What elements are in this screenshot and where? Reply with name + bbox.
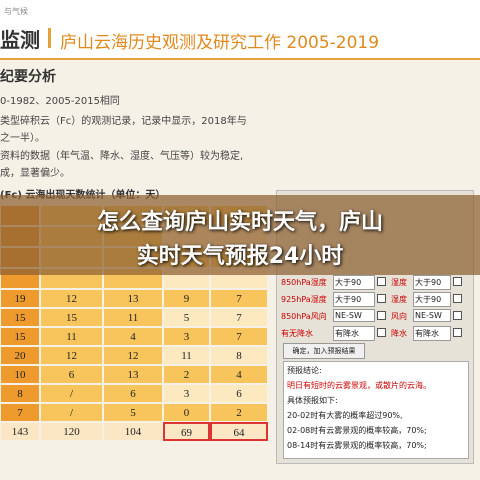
table-cell: 0 — [163, 403, 210, 422]
checkbox — [377, 277, 386, 286]
table-cell: 69 — [163, 422, 210, 441]
checkbox — [377, 311, 386, 320]
table-cell: 3 — [163, 384, 210, 403]
table-cell: 11 — [103, 308, 163, 327]
table-cell: 8 — [210, 346, 268, 365]
page-title: 庐山云海历史观测及研究工作 2005-2019 — [60, 33, 380, 53]
param-label: 850hPa湿度 — [281, 278, 327, 287]
table-cell: / — [40, 384, 103, 403]
button[interactable]: 确定，加入预报结果 — [283, 343, 365, 359]
checkbox — [377, 294, 386, 303]
table-cell: 9 — [163, 289, 210, 308]
table-cell: 7 — [0, 403, 40, 422]
table-cell: 5 — [103, 403, 163, 422]
table-cell: 6 — [40, 365, 103, 384]
result-box — [283, 361, 469, 459]
section-heading: 纪要分析 — [0, 69, 56, 85]
checkbox — [453, 328, 462, 337]
table-cell: 15 — [0, 327, 40, 346]
table-cell: 7 — [210, 289, 268, 308]
text-line: 0-1982、2005-2015相同 — [0, 96, 120, 107]
param-label: 风向 — [391, 312, 407, 321]
param-value: 大于90 — [413, 275, 451, 290]
table-cell: 15 — [0, 308, 40, 327]
param-value: NE-SW — [333, 309, 375, 322]
table-cell: 13 — [103, 289, 163, 308]
param-label: 有无降水 — [281, 329, 313, 338]
site-name: 与气候 — [4, 7, 28, 16]
param-label: 925hPa湿度 — [281, 295, 327, 304]
param-value: NE-SW — [413, 309, 451, 322]
banner — [0, 195, 480, 275]
text-line: 成，显著偏少。 — [0, 168, 70, 179]
banner-line: 实时天气预报24小时 — [136, 244, 344, 269]
result-line: 具体预报如下: — [287, 396, 338, 405]
table-cell: 7 — [210, 308, 268, 327]
logo-text: 监测 — [0, 28, 40, 52]
table-cell: 11 — [40, 327, 103, 346]
checkbox — [377, 328, 386, 337]
param-label: 降水 — [391, 329, 407, 338]
table-cell: 15 — [40, 308, 103, 327]
table-cell: 143 — [0, 422, 40, 441]
checkbox — [453, 277, 462, 286]
param-value: 有降水 — [413, 326, 451, 341]
result-line: 明日有短时的云雾景观，或散片的云海。 — [287, 381, 431, 390]
table-cell: 64 — [210, 422, 268, 441]
text-line: 资料的数据（年气温、降水、湿度、气压等）较为稳定, — [0, 151, 244, 162]
table-cell: 12 — [40, 289, 103, 308]
table-cell: 19 — [0, 289, 40, 308]
banner-line: 怎么查询庐山实时天气，庐山 — [96, 210, 383, 235]
table-cell: 4 — [103, 327, 163, 346]
table-cell: 4 — [210, 365, 268, 384]
result-line: 20-02时有大雾的概率超过90%, — [287, 411, 403, 420]
param-label: 850hPa风向 — [281, 312, 327, 321]
header — [0, 0, 480, 60]
param-label: 湿度 — [391, 278, 407, 287]
checkbox — [453, 294, 462, 303]
param-value: 大于90 — [333, 275, 375, 290]
param-value: 大于90 — [333, 292, 375, 307]
table-cell: 2 — [210, 403, 268, 422]
table-cell: 6 — [103, 384, 163, 403]
table-cell: 120 — [40, 422, 103, 441]
table-cell: 12 — [103, 346, 163, 365]
table-cell: 2 — [163, 365, 210, 384]
table-cell: 11 — [163, 346, 210, 365]
param-value: 大于90 — [413, 292, 451, 307]
table-cell: 6 — [210, 384, 268, 403]
table-cell: 104 — [103, 422, 163, 441]
table-cell: 20 — [0, 346, 40, 365]
checkbox — [453, 311, 462, 320]
result-line: 预报结论: — [287, 366, 322, 375]
param-label: 湿度 — [391, 295, 407, 304]
table-cell: 13 — [103, 365, 163, 384]
table-cell: 7 — [210, 327, 268, 346]
table-cell: 10 — [0, 365, 40, 384]
divider — [48, 28, 51, 48]
table-cell: 3 — [163, 327, 210, 346]
table-cell: 5 — [163, 308, 210, 327]
result-line: 02-08时有云雾景观的概率较高，70%; — [287, 426, 427, 435]
table-cell: 8 — [0, 384, 40, 403]
result-line: 08-14时有云雾景观的概率较高，70%; — [287, 441, 427, 450]
text-line: 之一半）。 — [0, 133, 45, 144]
text-line: 类型碎积云（Fc）的观测记录，记录中显示，2018年与 — [0, 116, 247, 127]
table-cell: / — [40, 403, 103, 422]
table-cell: 12 — [40, 346, 103, 365]
param-value: 有降水 — [333, 326, 375, 341]
